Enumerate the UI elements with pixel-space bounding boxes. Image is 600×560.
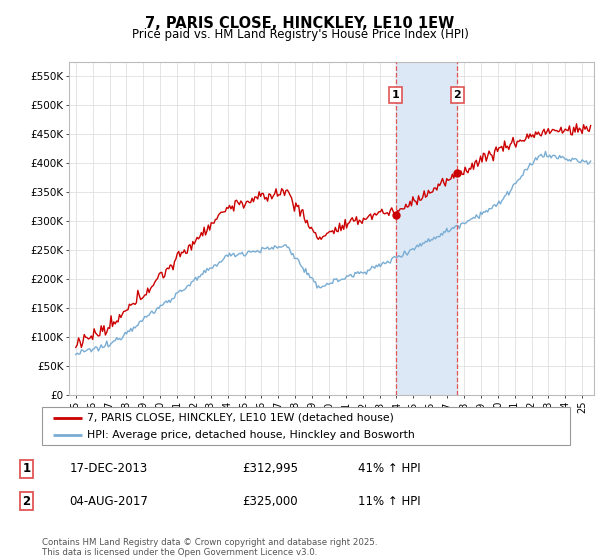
FancyBboxPatch shape (42, 407, 570, 445)
Text: £312,995: £312,995 (242, 462, 298, 475)
Text: Price paid vs. HM Land Registry's House Price Index (HPI): Price paid vs. HM Land Registry's House … (131, 28, 469, 41)
Text: 1: 1 (22, 462, 31, 475)
Text: 7, PARIS CLOSE, HINCKLEY, LE10 1EW: 7, PARIS CLOSE, HINCKLEY, LE10 1EW (145, 16, 455, 31)
Bar (396, 62, 457, 395)
Text: 04-AUG-2017: 04-AUG-2017 (70, 494, 148, 508)
Text: £325,000: £325,000 (242, 494, 298, 508)
Text: 17-DEC-2013: 17-DEC-2013 (70, 462, 148, 475)
Text: 2: 2 (454, 90, 461, 100)
Text: 2: 2 (22, 494, 31, 508)
Text: 1: 1 (392, 90, 400, 100)
Text: Contains HM Land Registry data © Crown copyright and database right 2025.
This d: Contains HM Land Registry data © Crown c… (42, 538, 377, 557)
Text: 7, PARIS CLOSE, HINCKLEY, LE10 1EW (detached house): 7, PARIS CLOSE, HINCKLEY, LE10 1EW (deta… (87, 413, 394, 423)
Text: 11% ↑ HPI: 11% ↑ HPI (358, 494, 420, 508)
Text: HPI: Average price, detached house, Hinckley and Bosworth: HPI: Average price, detached house, Hinc… (87, 430, 415, 440)
Text: 41% ↑ HPI: 41% ↑ HPI (358, 462, 420, 475)
